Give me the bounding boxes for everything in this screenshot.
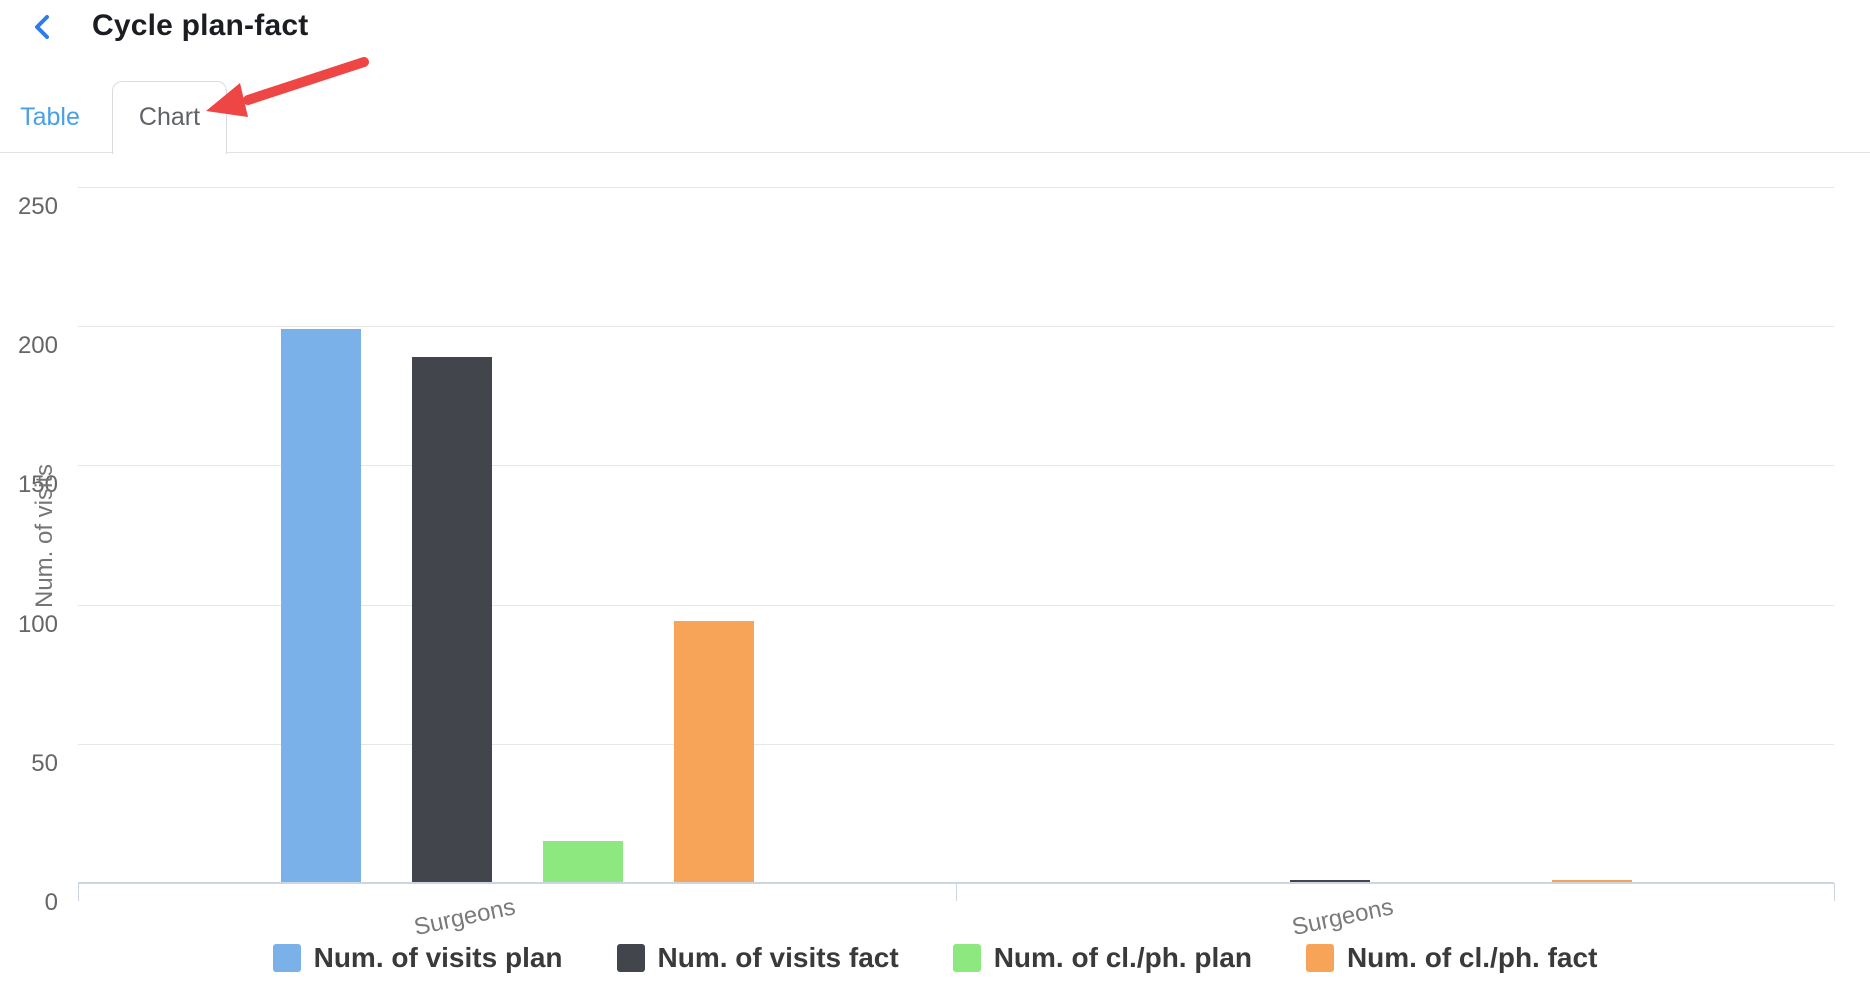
tab-divider [0, 152, 1870, 153]
y-tick-label: 0 [44, 889, 58, 916]
y-tick-label: 250 [17, 193, 58, 220]
axis-tick [78, 883, 79, 901]
legend-label: Num. of cl./ph. plan [993, 942, 1252, 973]
red-arrow-annotation [206, 57, 369, 117]
gridline [78, 326, 1834, 328]
legend-swatch-icon [1305, 944, 1334, 972]
legend-item-num-of-visits-plan[interactable]: Num. of visits plan [272, 942, 563, 974]
plot-area: 0 50 100 150 200 250 Surgeons Surgeons [0, 152, 1870, 991]
gridline [78, 604, 1834, 606]
bar-num-of-cl-ph-fact-1[interactable] [673, 621, 754, 883]
legend-label: Num. of visits fact [657, 942, 899, 973]
axis-tick [1834, 883, 1835, 901]
gridline [78, 187, 1834, 188]
legend-item-num-of-visits-fact[interactable]: Num. of visits fact [616, 942, 899, 974]
bar-num-of-cl-ph-plan-1[interactable] [542, 841, 623, 883]
chevron-left-icon [35, 15, 49, 39]
bar-num-of-visits-fact-1[interactable] [411, 356, 492, 883]
bar-num-of-visits-plan-1[interactable] [280, 328, 361, 883]
chart-legend: Num. of visits plan Num. of visits fact Nu… [0, 936, 1870, 980]
bar-chart: 0 50 100 150 200 250 Surgeons Surgeons Num. of … [0, 152, 1870, 991]
legend-label: Num. of visits plan [313, 942, 563, 973]
page-title: Cycle plan-fact [92, 9, 309, 42]
legend-item-num-of-cl-ph-fact[interactable]: Num. of cl./ph. fact [1305, 942, 1598, 974]
legend-item-num-of-cl-ph-plan[interactable]: Num. of cl./ph. plan [952, 942, 1252, 974]
gridline [78, 743, 1834, 745]
y-axis-title: Num. of visits [31, 463, 58, 609]
legend-swatch-icon [616, 944, 645, 972]
y-tick-label: 200 [17, 332, 58, 360]
y-tick-label: 150 [17, 471, 58, 499]
bar-num-of-visits-fact-2[interactable] [1289, 880, 1370, 883]
legend-swatch-icon [952, 944, 981, 972]
tab-table[interactable]: Table [20, 103, 80, 131]
legend-swatch-icon [272, 944, 301, 972]
tab-chart[interactable]: Chart [112, 81, 227, 154]
axis-tick [956, 883, 957, 901]
legend-label: Num. of cl./ph. fact [1346, 942, 1598, 973]
y-tick-label: 50 [31, 749, 58, 777]
y-tick-label: 100 [17, 610, 58, 638]
back-button[interactable] [26, 10, 60, 44]
gridline [78, 465, 1834, 467]
bar-num-of-cl-ph-fact-2[interactable] [1551, 880, 1632, 883]
